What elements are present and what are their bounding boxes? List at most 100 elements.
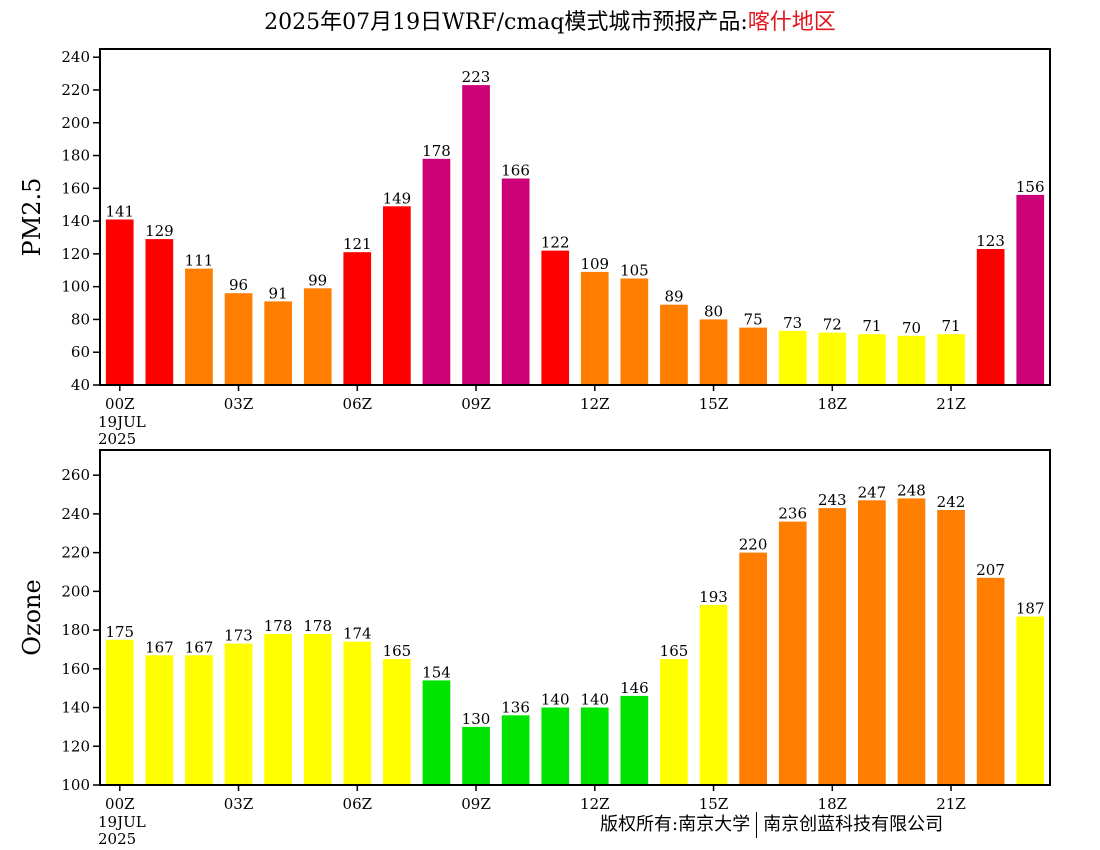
pm25-bar-11 [541,250,570,385]
ozone-xtick-label-0: 00Z [105,795,135,813]
ozone-bar-15 [699,604,728,785]
pm25-ytick-label-9: 220 [61,81,90,99]
pm25-value-label-19: 71 [862,317,881,335]
ozone-value-label-11: 140 [541,691,570,709]
ozone-date-label-1: 2025 [98,830,136,848]
pm25-bar-2 [185,268,213,385]
ozone-ytick-label-2: 140 [61,699,90,717]
ozone-bar-9 [462,726,490,785]
pm25-value-label-23: 156 [1016,178,1045,196]
pm25-value-label-5: 99 [308,271,327,289]
pm25-value-label-4: 91 [269,284,288,302]
pm25-xtick-label-2: 06Z [343,395,373,413]
ozone-value-label-7: 165 [383,642,412,660]
pm25-ytick-label-4: 120 [61,245,90,263]
ozone-bar-20 [897,498,926,785]
ozone-value-label-4: 178 [264,617,293,635]
ozone-value-label-20: 248 [897,481,926,499]
pm25-value-label-6: 121 [343,235,372,253]
pm25-xtick-label-5: 15Z [699,395,729,413]
ozone-ytick-label-4: 180 [61,621,90,639]
ozone-value-label-6: 174 [343,625,372,643]
pm25-bar-22 [976,249,1005,385]
pm25-bar-20 [897,335,926,385]
pm25-value-label-1: 129 [145,222,174,240]
pm25-bar-14 [660,304,688,385]
ozone-value-label-1: 167 [145,638,174,656]
title-region: 喀什地区 [747,10,836,35]
copyright-owner: 版权所有:南京大学 [600,814,751,835]
ozone-value-label-14: 165 [660,642,689,660]
ozone-plot-frame [99,449,1051,786]
ozone-xtick-label-4: 12Z [580,795,610,813]
ozone-value-label-10: 136 [501,698,530,716]
pm25-date-label-0: 19JUL [98,413,146,431]
pm25-bar-17 [778,330,807,385]
pm25-value-label-22: 123 [976,232,1005,250]
ozone-value-label-18: 243 [818,491,847,509]
ozone-value-label-17: 236 [778,505,807,523]
pm25-value-label-10: 166 [501,162,530,180]
ozone-value-label-9: 130 [462,710,491,728]
ozone-bar-16 [739,552,767,785]
ozone-bar-22 [976,577,1005,785]
pm25-bar-16 [739,327,767,385]
ozone-xtick-label-5: 15Z [699,795,729,813]
pm25-value-label-14: 89 [664,288,683,306]
pm25-value-label-3: 96 [229,276,248,294]
pm25-bar-9 [462,85,490,385]
ozone-ytick-label-1: 120 [61,737,90,755]
ozone-bar-18 [818,508,847,785]
pm25-value-label-20: 70 [902,319,921,337]
pm25-ytick-label-2: 80 [71,310,90,328]
ozone-ytick-label-5: 200 [61,582,90,600]
pm25-value-label-2: 111 [185,252,214,270]
pm25-bar-12 [580,271,609,385]
ozone-value-label-3: 173 [224,627,253,645]
ozone-bar-23 [1016,616,1045,785]
pm25-ytick-label-0: 40 [71,376,90,394]
pm25-ytick-label-10: 240 [61,48,90,66]
ozone-bar-12 [580,707,609,785]
pm25-chart: 141 129 111 96 91 99 121 149 178 223 166 122 109 105 8… [18,48,1051,448]
ozone-ytick-label-3: 160 [61,660,90,678]
ozone-value-label-0: 175 [105,623,134,641]
ozone-date-label-0: 19JUL [98,813,146,831]
pm25-ylabel: PM2.5 [18,178,46,257]
ozone-bar-17 [778,521,807,785]
pm25-value-label-15: 80 [704,302,723,320]
pm25-xtick-label-3: 09Z [461,395,491,413]
ozone-value-label-2: 167 [185,638,214,656]
pm25-ytick-label-5: 140 [61,212,90,230]
ozone-value-label-23: 187 [1016,600,1045,618]
pm25-bar-3 [224,293,253,385]
pm25-bar-6 [343,252,372,385]
pm25-bar-0 [105,219,134,385]
pm25-plot-frame [99,48,1051,386]
copyright-divider [756,812,758,838]
pm25-bar-13 [620,278,649,385]
ozone-ytick-label-6: 220 [61,544,90,562]
pm25-bar-21 [937,334,965,385]
ozone-ylabel: Ozone [18,579,46,655]
pm25-ytick-label-8: 200 [61,114,90,132]
ozone-bar-4 [264,634,292,785]
pm25-bar-15 [699,319,728,385]
ozone-bar-13 [620,695,649,785]
pm25-value-label-17: 73 [783,314,802,332]
pm25-ytick-label-7: 180 [61,147,90,165]
pm25-ytick-label-3: 100 [61,278,90,296]
ozone-bar-19 [858,500,886,785]
ozone-xtick-label-2: 06Z [343,795,373,813]
ozone-bar-10 [501,715,530,785]
ozone-value-label-21: 242 [937,493,966,511]
ozone-bar-14 [660,659,688,785]
chart-title: 2025年07月19日WRF/cmaq模式城市预报产品:喀什地区 [0,4,1100,38]
pm25-bar-1 [145,239,174,385]
ozone-value-label-16: 220 [739,536,768,554]
ozone-bar-1 [145,655,174,785]
pm25-bar-19 [858,334,886,385]
ozone-value-label-13: 146 [620,679,649,697]
pm25-bar-7 [383,206,411,385]
